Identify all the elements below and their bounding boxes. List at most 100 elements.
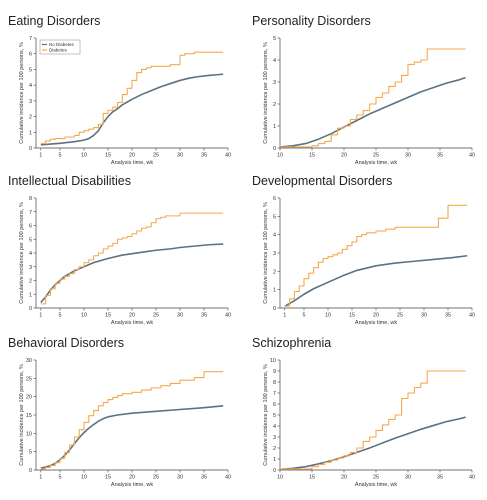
x-tick-label: 35 [201, 153, 207, 159]
y-axis-label: Cumulative incidence per 100 persons, % [19, 202, 25, 304]
x-tick-label: 40 [225, 313, 231, 319]
y-tick-label: 2 [29, 115, 32, 121]
x-axis-label: Analysis time, wk [111, 320, 153, 326]
y-tick-label: 8 [29, 196, 32, 202]
x-tick-label: 20 [129, 475, 135, 481]
series-line-no-diabetes [279, 76, 466, 148]
series-line-no-diabetes [40, 405, 224, 469]
y-tick-label: 20 [26, 395, 32, 401]
panel-intellectual-disabilities: Intellectual Disabilities 1 5 10 15 20 25 30 35… [0, 168, 240, 333]
y-tick-label: 25 [26, 376, 32, 382]
chart-svg: 10 15 20 25 30 35 40 0 1 2 3 4 5 6 7 8 9 10 Analysis time,… [263, 358, 475, 488]
x-tick-label: 20 [129, 313, 135, 319]
x-axis-label: Analysis time, wk [355, 482, 397, 488]
x-tick-label: 30 [177, 475, 183, 481]
x-tick-label: 30 [177, 313, 183, 319]
series-line-diabetes [40, 51, 224, 144]
y-tick-label: 5 [29, 67, 32, 73]
x-tick-label: 15 [309, 475, 315, 481]
y-tick-label: 3 [273, 80, 276, 86]
panel-title: Behavioral Disorders [8, 336, 125, 350]
legend-label-diabetes: Diabetes [49, 48, 68, 53]
x-tick-label: 5 [58, 475, 61, 481]
y-tick-label: 0 [29, 468, 32, 474]
x-tick-label: 25 [153, 475, 159, 481]
y-tick-label: 1 [273, 288, 276, 294]
x-tick-label: 1 [283, 313, 286, 319]
y-tick-label: 1 [29, 292, 32, 298]
chart-svg: 10 15 20 25 30 35 40 0 1 2 3 4 5 Analysis time, wk Cum… [263, 36, 475, 166]
x-tick-label: 25 [373, 475, 379, 481]
x-tick-label: 30 [405, 153, 411, 159]
y-tick-label: 3 [29, 265, 32, 271]
y-tick-label: 0 [273, 468, 276, 474]
x-tick-label: 40 [469, 313, 475, 319]
x-tick-label: 25 [153, 153, 159, 159]
x-tick-label: 30 [405, 475, 411, 481]
y-tick-label: 0 [273, 146, 276, 152]
y-tick-label: 4 [273, 58, 276, 64]
y-tick-label: 7 [273, 391, 276, 397]
x-tick-label: 30 [421, 313, 427, 319]
y-tick-label: 6 [273, 402, 276, 408]
x-tick-label: 35 [445, 313, 451, 319]
x-tick-label: 35 [437, 153, 443, 159]
y-tick-label: 4 [29, 251, 32, 257]
y-tick-label: 7 [29, 36, 32, 42]
y-tick-label: 3 [273, 251, 276, 257]
x-tick-label: 1 [39, 475, 42, 481]
panel-eating-disorders: Eating Disorders 1 5 10 15 20 25 30 35 40 0 1 2 3 4 5 6… [0, 8, 240, 173]
y-tick-label: 6 [29, 224, 32, 230]
x-tick-label: 1 [39, 153, 42, 159]
x-tick-label: 5 [58, 313, 61, 319]
x-tick-label: 20 [129, 153, 135, 159]
y-tick-label: 1 [29, 130, 32, 136]
y-tick-label: 0 [29, 306, 32, 312]
panel-schizophrenia: Schizophrenia 10 15 20 25 30 35 40 0 1 2 3 4 5 6 7 8 9 10… [244, 330, 484, 495]
y-tick-label: 7 [29, 210, 32, 216]
x-tick-label: 10 [81, 475, 87, 481]
x-tick-label: 40 [225, 475, 231, 481]
y-tick-label: 6 [29, 52, 32, 58]
series-line-no-diabetes [40, 243, 224, 304]
x-tick-label: 10 [325, 313, 331, 319]
y-tick-label: 5 [29, 450, 32, 456]
x-tick-label: 35 [437, 475, 443, 481]
x-tick-label: 20 [373, 313, 379, 319]
panel-title: Schizophrenia [252, 336, 332, 350]
panel-title: Eating Disorders [8, 14, 101, 28]
y-tick-label: 10 [270, 358, 276, 364]
y-tick-label: 3 [273, 435, 276, 441]
x-tick-label: 20 [341, 475, 347, 481]
x-tick-label: 15 [309, 153, 315, 159]
panel-title: Personality Disorders [252, 14, 371, 28]
series-line-diabetes [284, 204, 468, 307]
x-tick-label: 15 [105, 475, 111, 481]
x-axis-label: Analysis time, wk [111, 482, 153, 488]
y-tick-label: 2 [273, 102, 276, 108]
x-tick-label: 10 [277, 153, 283, 159]
y-tick-label: 8 [273, 380, 276, 386]
y-tick-label: 4 [273, 424, 276, 430]
y-axis-label: Cumulative incidence per 100 persons, % [19, 364, 25, 466]
y-tick-label: 0 [273, 306, 276, 312]
x-tick-label: 15 [105, 313, 111, 319]
y-tick-label: 5 [273, 413, 276, 419]
series-line-diabetes [280, 48, 466, 148]
series-line-diabetes [40, 212, 224, 305]
y-tick-label: 5 [273, 36, 276, 42]
panel-developmental-disorders: Developmental Disorders 1 5 10 15 20 25 30 35 40… [244, 168, 484, 333]
y-tick-label: 0 [29, 146, 32, 152]
x-tick-label: 35 [201, 313, 207, 319]
y-tick-label: 15 [26, 413, 32, 419]
x-tick-label: 35 [201, 475, 207, 481]
x-tick-label: 40 [469, 153, 475, 159]
y-axis-label: Cumulative incidence per 100 persons, % [263, 202, 269, 304]
y-tick-label: 4 [29, 83, 32, 89]
x-tick-label: 15 [349, 313, 355, 319]
